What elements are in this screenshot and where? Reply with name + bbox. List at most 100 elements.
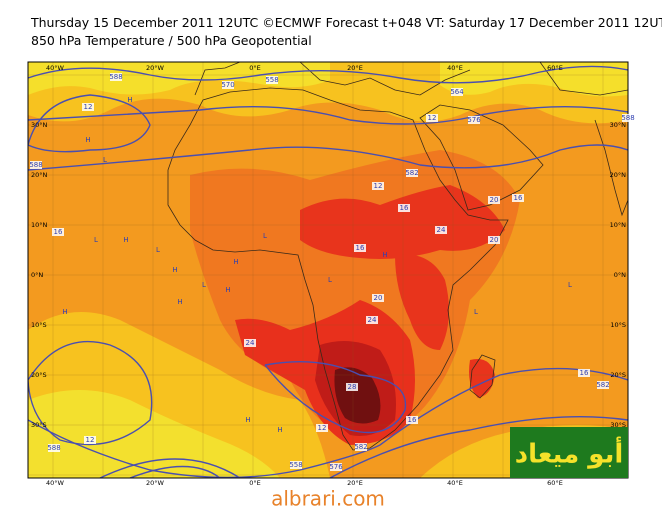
- lat-label-left: 10°S: [31, 321, 47, 329]
- coastline-india: [594, 119, 628, 217]
- contour-label: 576: [467, 116, 481, 124]
- pressure-mark: L: [568, 281, 572, 289]
- lat-label-right: 20°N: [610, 171, 627, 179]
- header-line-1: Thursday 15 December 2011 12UTC ©ECMWF F…: [30, 15, 662, 30]
- lat-label-right: 30°S: [610, 421, 626, 429]
- logo-box: [510, 427, 628, 478]
- contour-label-bg: [451, 88, 463, 96]
- lon-label-top: 40°E: [447, 64, 463, 72]
- contour-label: 16: [408, 416, 417, 424]
- contour-label-bg: [346, 383, 358, 391]
- pressure-mark: L: [94, 236, 98, 244]
- contour-label-bg: [266, 76, 278, 84]
- coastline-africa: [167, 87, 509, 451]
- footer-site: albrari.com: [271, 487, 385, 510]
- contour-label-bg: [578, 369, 590, 377]
- lon-label-top: 40°W: [46, 64, 65, 72]
- contour-label: 12: [374, 182, 383, 190]
- contour-label-bg: [110, 73, 122, 81]
- contour-label-bg: [84, 436, 96, 444]
- contour-label-bg: [406, 416, 418, 424]
- pressure-mark: H: [233, 258, 238, 266]
- contour-label-bg: [48, 444, 60, 452]
- lat-label-left: 20°N: [31, 171, 48, 179]
- contour-label-bg: [426, 114, 438, 122]
- contour-label-bg: [488, 196, 500, 204]
- pressure-mark: L: [103, 156, 107, 164]
- lon-label-top: 60°E: [547, 64, 563, 72]
- lat-label-right: 20°S: [610, 371, 626, 379]
- field-red-sahel: [300, 185, 505, 259]
- contour-label: 16: [356, 244, 365, 252]
- lat-label-left: 0°N: [31, 271, 43, 279]
- logo-text: أبو ميعاد: [515, 437, 624, 470]
- contour-label: 16: [580, 369, 589, 377]
- pressure-mark: H: [177, 298, 182, 306]
- contour-label-bg: [468, 116, 480, 124]
- contour-label: 582: [596, 381, 609, 389]
- contour-label-bg: [30, 161, 42, 169]
- pressure-mark: H: [225, 286, 230, 294]
- coastline-arabia: [419, 104, 544, 211]
- pressure-mark: H: [245, 416, 250, 424]
- lat-label-left: 20°S: [31, 371, 47, 379]
- field-red-east: [395, 254, 449, 350]
- map-fields: [28, 62, 628, 478]
- contour-label-bg: [354, 244, 366, 252]
- lat-label-right: 10°S: [610, 321, 626, 329]
- contour-label: 564: [450, 88, 464, 96]
- axis-labels: 40°W 40°W 20°W 20°W 0°E 0°E 20°E 20°E 40°E 40°E 60…: [31, 64, 626, 487]
- contour-label-bg: [244, 339, 256, 347]
- contour-label-bg: [622, 114, 634, 122]
- pressure-mark: H: [85, 136, 90, 144]
- contour-label: 588: [29, 161, 42, 169]
- field-light-ne: [440, 62, 628, 97]
- contour-label: 24: [437, 226, 446, 234]
- contour-label: 12: [318, 424, 327, 432]
- graticule: [28, 62, 628, 478]
- contour-label: 588: [109, 73, 122, 81]
- lon-label-bottom: 0°E: [249, 479, 261, 487]
- contour-label: 16: [54, 228, 63, 236]
- contour-label: 12: [428, 114, 437, 122]
- geopotential-contours: [28, 65, 628, 478]
- contour-label: 16: [514, 194, 523, 202]
- contour-label-bg: [488, 236, 500, 244]
- lon-label-bottom: 60°E: [547, 479, 563, 487]
- lat-label-right: 10°N: [610, 221, 627, 229]
- lat-label-right: 30°N: [610, 121, 627, 129]
- contour-label: 588: [621, 114, 634, 122]
- coastline-madagascar: [469, 354, 496, 399]
- contour-label-bg: [290, 461, 302, 469]
- lon-label-bottom: 20°E: [347, 479, 363, 487]
- map-frame: [27, 61, 629, 479]
- lat-label-right: 0°N: [614, 271, 626, 279]
- contour-label-bg: [366, 316, 378, 324]
- contour-label: 16: [400, 204, 409, 212]
- contour-label-bg: [316, 424, 328, 432]
- contour-label-bg: [398, 204, 410, 212]
- pressure-mark: H: [123, 236, 128, 244]
- contour-label-bg: [372, 182, 384, 190]
- header-line-2: 850 hPa Temperature / 500 hPa Geopotenti…: [31, 33, 312, 48]
- contour-label: 20: [490, 236, 499, 244]
- lon-label-top: 20°W: [146, 64, 165, 72]
- contour-label-bg: [435, 226, 447, 234]
- contour-label: 24: [246, 339, 255, 347]
- lon-label-bottom: 20°W: [146, 479, 165, 487]
- contour-label: 558: [289, 461, 302, 469]
- contour-label: 582: [354, 443, 367, 451]
- pressure-mark: L: [156, 246, 160, 254]
- lon-label-bottom: 40°E: [447, 479, 463, 487]
- lat-label-left: 30°N: [31, 121, 48, 129]
- contour-label: 570: [221, 81, 234, 89]
- contour-label: 12: [86, 436, 95, 444]
- lon-label-bottom: 40°W: [46, 479, 65, 487]
- contour-label: 20: [490, 196, 499, 204]
- pressure-mark: H: [172, 266, 177, 274]
- pressure-mark: H: [277, 426, 282, 434]
- pressure-mark: L: [263, 232, 267, 240]
- contour-label-bg: [82, 103, 94, 111]
- contour-label: 588: [47, 444, 60, 452]
